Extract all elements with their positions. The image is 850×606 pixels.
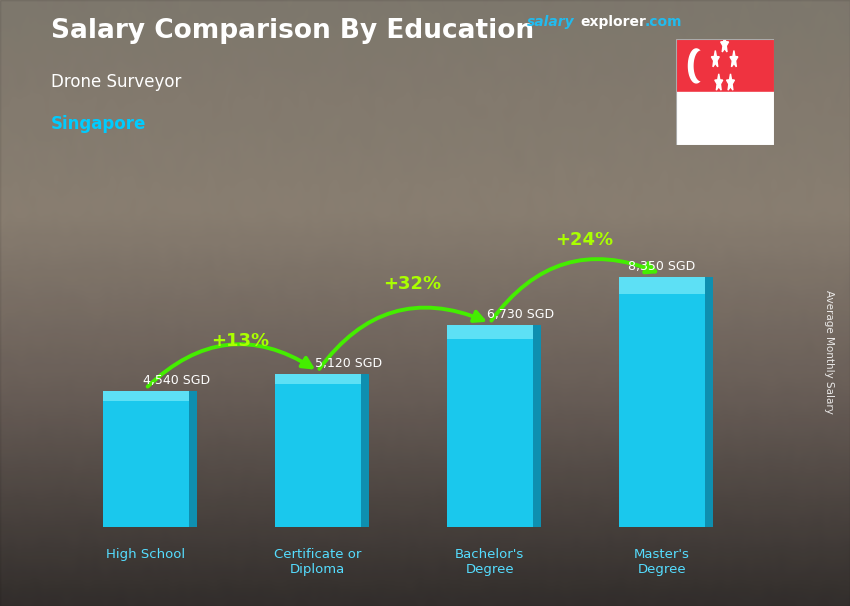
- FancyArrowPatch shape: [320, 308, 483, 369]
- Text: High School: High School: [106, 548, 185, 561]
- FancyArrowPatch shape: [491, 259, 655, 321]
- Polygon shape: [715, 74, 722, 90]
- Text: explorer: explorer: [581, 15, 647, 29]
- Bar: [676, 92, 774, 145]
- Bar: [533, 325, 541, 527]
- Text: 4,540 SGD: 4,540 SGD: [143, 374, 210, 387]
- Bar: [619, 276, 705, 527]
- Bar: [619, 276, 705, 294]
- Text: .com: .com: [644, 15, 682, 29]
- Bar: [275, 373, 360, 527]
- Text: +13%: +13%: [211, 331, 269, 350]
- Text: salary: salary: [527, 15, 575, 29]
- Text: +32%: +32%: [383, 275, 441, 293]
- Text: Drone Surveyor: Drone Surveyor: [51, 73, 181, 91]
- Text: +24%: +24%: [555, 231, 614, 249]
- Bar: [360, 373, 370, 527]
- Polygon shape: [730, 50, 738, 67]
- Text: 6,730 SGD: 6,730 SGD: [487, 308, 554, 321]
- Polygon shape: [721, 36, 728, 52]
- FancyArrowPatch shape: [148, 344, 312, 387]
- Bar: [676, 39, 774, 92]
- Bar: [705, 276, 713, 527]
- Text: Singapore: Singapore: [51, 115, 146, 133]
- Bar: [189, 391, 197, 527]
- Polygon shape: [694, 51, 708, 81]
- Text: 5,120 SGD: 5,120 SGD: [315, 357, 382, 370]
- Text: Salary Comparison By Education: Salary Comparison By Education: [51, 18, 534, 44]
- Bar: [275, 373, 360, 384]
- Polygon shape: [688, 49, 704, 83]
- Polygon shape: [727, 74, 734, 90]
- Text: Certificate or
Diploma: Certificate or Diploma: [274, 548, 361, 576]
- Bar: [447, 325, 533, 527]
- Polygon shape: [711, 50, 719, 67]
- Text: 8,350 SGD: 8,350 SGD: [628, 260, 695, 273]
- Text: Master's
Degree: Master's Degree: [634, 548, 690, 576]
- Bar: [103, 391, 189, 401]
- Bar: [447, 325, 533, 339]
- Bar: [103, 391, 189, 527]
- Text: Bachelor's
Degree: Bachelor's Degree: [455, 548, 524, 576]
- Text: Average Monthly Salary: Average Monthly Salary: [824, 290, 834, 413]
